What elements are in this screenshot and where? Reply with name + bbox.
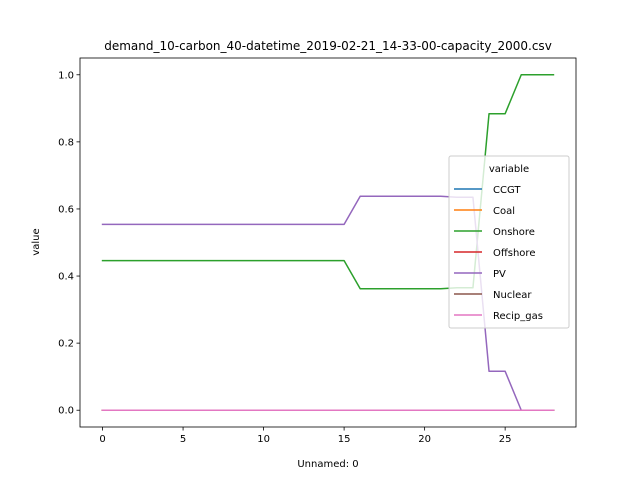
x-tick-label: 5 bbox=[180, 434, 186, 445]
y-tick-label: 0.0 bbox=[58, 406, 74, 417]
x-tick-label: 15 bbox=[338, 434, 351, 445]
legend-label-pv: PV bbox=[493, 269, 506, 280]
legend-label-coal: Coal bbox=[493, 206, 515, 217]
y-tick-label: 1.0 bbox=[58, 70, 74, 81]
y-tick-label: 0.6 bbox=[58, 204, 74, 215]
axes-frame bbox=[79, 57, 577, 428]
x-axis-label: Unnamed: 0 bbox=[297, 459, 358, 470]
legend-label-onshore: Onshore bbox=[493, 227, 535, 238]
x-tick-label: 10 bbox=[257, 434, 270, 445]
y-axis-label: value bbox=[31, 228, 42, 255]
legend-label-offshore: Offshore bbox=[493, 248, 535, 259]
x-tick-label: 20 bbox=[418, 434, 431, 445]
chart-title: demand_10-carbon_40-datetime_2019-02-21_… bbox=[104, 39, 552, 53]
x-tick-label: 25 bbox=[499, 434, 512, 445]
legend-label-recip-gas: Recip_gas bbox=[493, 311, 543, 322]
y-tick-label: 0.4 bbox=[58, 272, 74, 283]
y-tick-label: 0.2 bbox=[58, 339, 74, 350]
legend: variable CCGT Coal Onshore Offshore PV Nuclear… bbox=[448, 155, 570, 329]
x-tick-label: 0 bbox=[99, 434, 105, 445]
legend-box bbox=[448, 155, 570, 329]
legend-label-nuclear: Nuclear bbox=[493, 290, 532, 301]
legend-title: variable bbox=[489, 164, 529, 175]
plot-area: 0 5 10 15 20 25 0.0 0.2 0.4 0.6 0.8 1.0 bbox=[58, 57, 577, 445]
y-tick-label: 0.8 bbox=[58, 137, 74, 148]
legend-label-ccgt: CCGT bbox=[493, 185, 521, 196]
